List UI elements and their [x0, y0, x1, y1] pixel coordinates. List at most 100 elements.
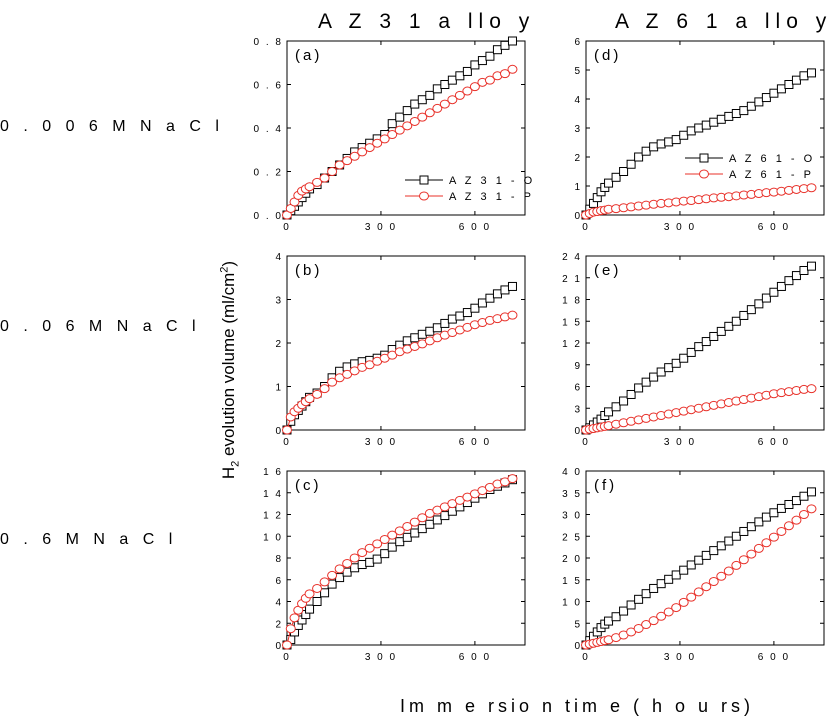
panel-2-series-P-point — [282, 425, 292, 435]
panel-6-series-P-point — [701, 582, 712, 592]
panel-2-series-P-point — [507, 310, 518, 320]
panel-3-series-O-point — [372, 554, 382, 564]
panel-4-series-O-point — [791, 75, 801, 85]
panel-6-series-P-point — [716, 571, 727, 581]
panel-4-series-O-point — [634, 152, 644, 162]
panel-6-series-P-point — [686, 592, 697, 602]
panel-3-series-P-point — [507, 474, 518, 484]
panel-6-series-P-point — [798, 510, 809, 519]
panel-6-x-tick-label: 6 0 0 — [758, 652, 790, 663]
panel-3-series-P-point — [349, 553, 360, 563]
panel-1-series-P-point — [439, 99, 450, 109]
panel-5-series-O-point — [746, 305, 756, 315]
panel-1-series-P-point — [319, 173, 330, 183]
panel-4-series-O-point — [686, 126, 696, 136]
panel-4-x-tick-label: 3 0 0 — [664, 222, 696, 233]
panel-4-series-O-point — [671, 135, 681, 145]
panel-1-x-tick-label: 3 0 0 — [365, 222, 397, 233]
panel-3-series-O-point — [395, 537, 405, 547]
panel-3-series-P-point — [409, 517, 420, 527]
panel-4-series-O-point — [731, 109, 741, 118]
panel-5-series-P-point — [806, 384, 817, 394]
panel-6-series-P-point — [641, 620, 652, 630]
panel-1-legend-swatch-marker — [419, 175, 429, 185]
panel-6-series-P-point — [776, 526, 787, 536]
panel-2-series-P-point — [327, 377, 338, 387]
panel-5-series-O-point — [784, 276, 794, 286]
panel-4-series-O-point — [769, 88, 779, 98]
panel-2-series-O-point — [485, 293, 495, 303]
panel-1-series-O-point — [447, 75, 457, 85]
panel-5-series-O-point — [761, 293, 771, 303]
panel-1-series-O-point — [470, 60, 480, 70]
panel-3-series-O-line — [286, 479, 513, 646]
panel-5-y-tick-label: 2 1 — [562, 274, 582, 285]
panel-6-label: (f) — [594, 477, 617, 494]
panel-6-series-O-point — [754, 517, 764, 527]
panel-2-x-tick-label: 3 0 0 — [365, 437, 397, 448]
panel-6-series-P-point — [753, 543, 764, 553]
panel-6-series-O-point — [686, 560, 696, 570]
panel-5-y-tick-label: 2 4 — [562, 252, 582, 263]
panel-5-series-O-point — [611, 402, 621, 412]
panel-5-series-O-point — [731, 316, 741, 326]
panel-3-series-O-point — [350, 563, 360, 573]
panel-1-y-tick-label: 0 . 4 — [254, 124, 283, 135]
panel-6-series-O-point — [656, 579, 666, 589]
panel-5-series-O-point — [641, 377, 651, 387]
panel-3-series-P-point — [319, 577, 330, 587]
panel-3-series-P-point — [417, 513, 428, 523]
panel-5-series-O-point — [664, 363, 674, 373]
panel-4-series-O-point — [739, 106, 749, 116]
panel-6-series-O-point — [731, 531, 741, 541]
panel-5-series-O-point — [679, 353, 689, 363]
panel-1-series-P-point — [372, 138, 383, 148]
panel-6-y-tick-label: 3 0 — [562, 511, 582, 522]
panel-6-series-O-point — [649, 583, 659, 593]
panel-1-series-P-point — [409, 116, 420, 126]
panel-5-x-tick-label: 6 0 0 — [758, 437, 790, 448]
panel-1-series-O-point — [395, 112, 405, 122]
panel-4-y-tick-label: 4 — [574, 95, 582, 106]
panel-1-series-O-point — [455, 71, 465, 81]
panel-4-y-tick-label: 0 — [574, 211, 582, 222]
panel-1-series-P-point — [424, 108, 435, 118]
panel-4-series-O-point — [799, 71, 809, 81]
panel-6-y-tick-label: 2 0 — [562, 554, 582, 565]
panel-4-series-O-point — [664, 137, 674, 147]
panel-1-series-P-point — [462, 86, 473, 96]
panel-5-series-O-point — [739, 310, 749, 320]
panel-5-y-tick-label: 1 2 — [562, 339, 582, 350]
panel-3-series-O-point — [380, 549, 390, 559]
panel-3-label: (c) — [295, 477, 322, 494]
panel-6-y-tick-label: 1 0 — [562, 598, 582, 609]
panel-4-y-tick-label: 5 — [574, 66, 582, 77]
panel-6-series-P-point — [633, 623, 644, 633]
panel-3-y-tick-label: 1 4 — [263, 489, 283, 500]
panel-3-series-P-point — [289, 613, 300, 623]
panel-6-series-O-point — [634, 594, 644, 604]
panel-2-label: (b) — [295, 262, 322, 279]
panel-6-x-tick-label: 0 — [582, 652, 590, 663]
panel-1-series-P-point — [447, 95, 458, 105]
panel-4-legend-swatch-marker — [699, 153, 709, 163]
panel-2-series-O-point — [447, 314, 457, 324]
panel-3-series-P-point — [304, 589, 315, 599]
panel-5-series-O-point — [686, 347, 696, 357]
panel-5-label: (e) — [594, 262, 621, 279]
panel-3-series-P-point — [402, 521, 413, 531]
panel-1-series-P-point — [499, 69, 510, 79]
panel-1-y-tick-label: 0 . 2 — [254, 168, 283, 179]
panel-1-series-P-point — [349, 151, 360, 161]
panel-1-series-P-point — [507, 64, 518, 74]
panel-6-series-O-point — [791, 496, 801, 506]
panel-5-series-O-point — [649, 372, 659, 382]
panel-3-series-O-point — [365, 557, 375, 567]
panel-3-series-P-line — [286, 478, 513, 646]
panel-2-series-P-point — [312, 389, 323, 399]
panel-4-series-O-point — [701, 120, 711, 130]
panel-3-series-O-point — [447, 506, 457, 516]
panel-5-series-O-point — [716, 326, 726, 336]
